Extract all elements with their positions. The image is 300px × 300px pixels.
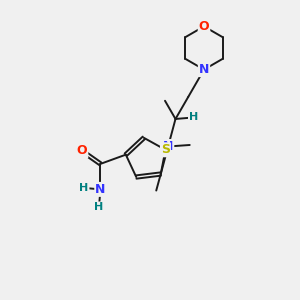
Text: H: H — [79, 183, 88, 193]
Text: O: O — [199, 20, 209, 33]
Text: N: N — [95, 183, 106, 196]
Text: S: S — [161, 143, 170, 156]
Text: O: O — [77, 145, 87, 158]
Text: H: H — [189, 112, 198, 122]
Text: N: N — [163, 140, 173, 153]
Text: H: H — [94, 202, 104, 212]
Text: N: N — [199, 63, 209, 76]
